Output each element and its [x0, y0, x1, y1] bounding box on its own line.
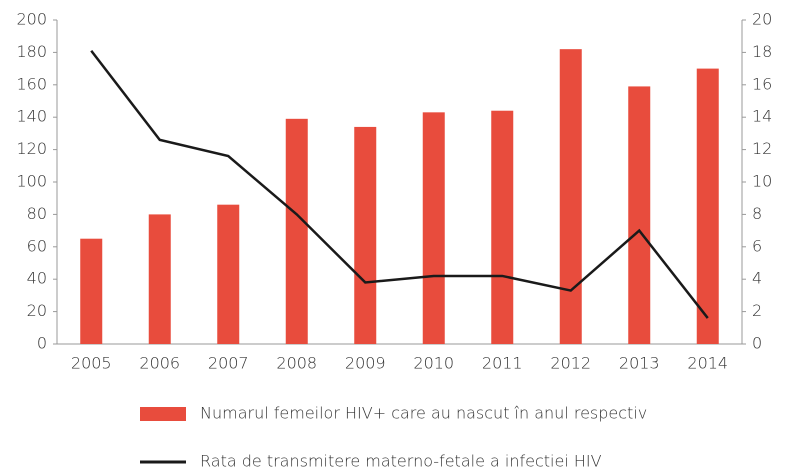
y-tick-label: 60 — [27, 236, 47, 255]
bar — [422, 112, 445, 344]
y2-tick-label: 8 — [752, 204, 762, 223]
bar — [80, 238, 103, 344]
bar — [354, 126, 377, 344]
bar — [491, 110, 514, 344]
y2-tick-label: 14 — [752, 107, 772, 126]
x-tick-label: 2011 — [482, 354, 523, 373]
y-tick-label: 140 — [16, 107, 47, 126]
x-tick-label: 2006 — [139, 354, 180, 373]
x-tick-label: 2012 — [550, 354, 591, 373]
y2-tick-label: 20 — [752, 10, 772, 29]
bar — [696, 68, 719, 344]
y-tick-label: 120 — [16, 139, 47, 158]
x-tick-label: 2014 — [687, 354, 728, 373]
x-tick-label: 2008 — [276, 354, 317, 373]
y-tick-label: 40 — [27, 269, 47, 288]
x-tick-label: 2007 — [208, 354, 249, 373]
y2-tick-label: 4 — [752, 269, 762, 288]
legend-label: Rata de transmitere materno-fetale a inf… — [200, 452, 602, 470]
x-tick-label: 2009 — [345, 354, 386, 373]
x-tick-label: 2010 — [413, 354, 454, 373]
bar — [285, 118, 308, 344]
x-tick-label: 2005 — [71, 354, 112, 373]
y-tick-label: 20 — [27, 301, 47, 320]
y-tick-label: 200 — [16, 10, 47, 29]
y-tick-label: 180 — [16, 42, 47, 61]
y-tick-label: 0 — [37, 334, 47, 353]
bar — [148, 214, 171, 344]
y2-tick-label: 12 — [752, 139, 772, 158]
y-tick-label: 100 — [16, 172, 47, 191]
y2-tick-label: 16 — [752, 74, 772, 93]
legend-swatch — [140, 407, 186, 421]
y2-tick-label: 10 — [752, 172, 772, 191]
y2-tick-label: 18 — [752, 42, 772, 61]
legend-label: Numarul femeilor HIV+ care au nascut în … — [200, 404, 647, 423]
x-tick-label: 2013 — [619, 354, 660, 373]
bar — [628, 86, 651, 345]
y-tick-label: 80 — [27, 204, 47, 223]
y2-tick-label: 0 — [752, 334, 762, 353]
y-tick-label: 160 — [16, 74, 47, 93]
y2-tick-label: 6 — [752, 236, 762, 255]
line — [90, 50, 709, 319]
bar — [559, 49, 582, 344]
bar — [217, 204, 240, 344]
y2-tick-label: 2 — [752, 301, 762, 320]
